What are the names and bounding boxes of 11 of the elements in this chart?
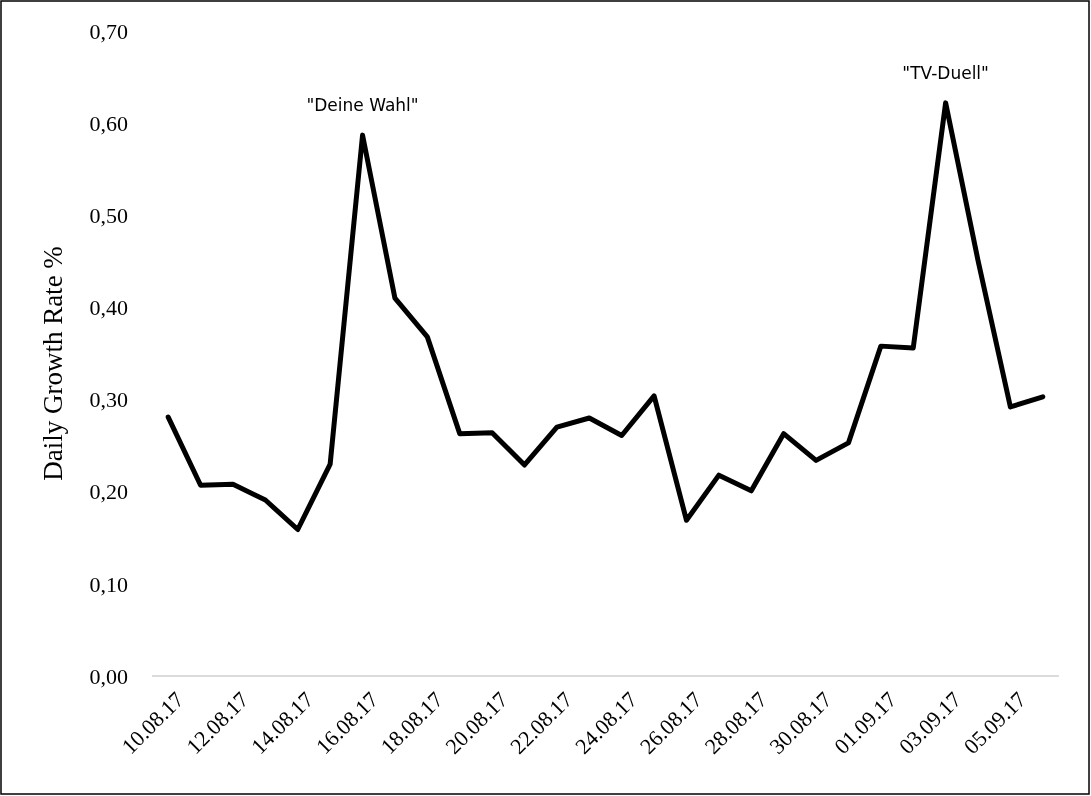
y-tick-label: 0,40 — [89, 295, 128, 321]
y-tick-label: 0,50 — [89, 202, 128, 228]
annotation: "Deine Wahl" — [306, 95, 419, 116]
y-axis-title: Daily Growth Rate % — [38, 246, 68, 481]
y-tick-label: 0,60 — [89, 110, 128, 136]
y-tick-label: 0,00 — [89, 663, 128, 689]
annotation: "TV-Duell" — [902, 62, 989, 83]
y-tick-label: 0,20 — [89, 479, 128, 505]
y-tick-label: 0,30 — [89, 387, 128, 413]
y-tick-label: 0,70 — [89, 18, 128, 44]
y-tick-label: 0,10 — [89, 571, 128, 597]
